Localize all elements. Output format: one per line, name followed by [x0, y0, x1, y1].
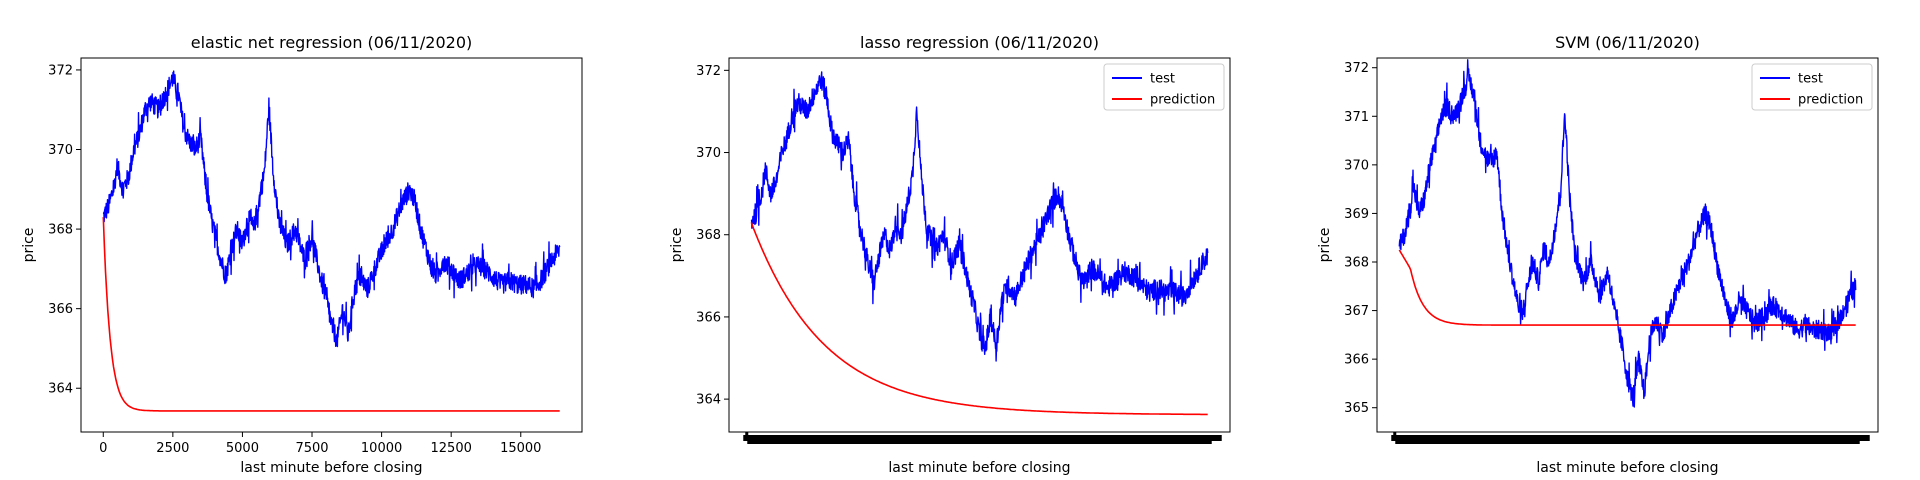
legend: test prediction: [1103, 63, 1225, 111]
x-tick-label-band: [743, 435, 1222, 441]
series-line-prediction: [750, 222, 1208, 416]
y-tick-label: 368: [696, 228, 721, 243]
y-tick-label: 365: [1344, 401, 1369, 416]
y-tick-label: 366: [696, 310, 721, 325]
series-line-test: [1398, 59, 1857, 408]
y-axis-label: price: [669, 228, 685, 263]
y-axis-label: price: [21, 228, 37, 263]
y-tick-label: 372: [1344, 61, 1369, 76]
x-axis-label: last minute before closing: [240, 460, 422, 476]
y-tick-label: 372: [696, 64, 721, 79]
series-line-test: [102, 70, 561, 348]
series-line-prediction: [1398, 249, 1856, 326]
x-tick-marks: [745, 432, 749, 436]
x-tick-label-band: [1395, 441, 1860, 444]
x-tick-label: 5000: [226, 441, 259, 456]
x-axis-label: last minute before closing: [888, 460, 1070, 476]
axes-frame: [728, 57, 1231, 433]
y-tick-label: 364: [48, 382, 73, 397]
x-tick-label: 10000: [361, 441, 402, 456]
x-tick-label: 15000: [500, 441, 541, 456]
legend-label-prediction: prediction: [1150, 93, 1215, 108]
x-tick-label: 0: [99, 441, 107, 456]
y-tick-label: 372: [48, 63, 73, 78]
y-tick-label: 371: [1344, 110, 1369, 125]
chart-panel-2: lasso regression (06/11/2020) last minute…: [669, 33, 1231, 476]
legend: test prediction: [1751, 63, 1873, 111]
legend-label-test: test: [1798, 72, 1823, 87]
series-line-test: [750, 71, 1209, 362]
plot-area: [729, 58, 1230, 432]
y-tick-label: 368: [48, 223, 73, 238]
axes-frame: [80, 57, 583, 433]
y-tick-label: 367: [1344, 304, 1369, 319]
chart-title: lasso regression (06/11/2020): [860, 33, 1099, 52]
plot-area: [1377, 58, 1878, 432]
x-tick-label: 7500: [295, 441, 328, 456]
axes-frame: [1376, 57, 1879, 433]
legend-label-prediction: prediction: [1798, 93, 1863, 108]
y-tick-label: 366: [48, 302, 73, 317]
plot-area: [81, 58, 582, 432]
x-tick-label: 2500: [156, 441, 189, 456]
x-tick-label: 12500: [431, 441, 472, 456]
y-axis-label: price: [1317, 228, 1333, 263]
y-tick-label: 366: [1344, 353, 1369, 368]
x-tick-label-band: [1391, 435, 1870, 441]
series-line-prediction: [102, 217, 560, 412]
y-tick-label: 368: [1344, 256, 1369, 271]
y-tick-label: 370: [48, 143, 73, 158]
chart-panel-1: elastic net regression (06/11/2020) last …: [21, 33, 583, 476]
chart-title: SVM (06/11/2020): [1555, 33, 1700, 52]
chart-title: elastic net regression (06/11/2020): [191, 33, 473, 52]
y-tick-label: 369: [1344, 207, 1369, 222]
y-tick-label: 370: [696, 146, 721, 161]
chart-panel-3: SVM (06/11/2020) last minute before closi…: [1317, 33, 1879, 476]
x-axis-label: last minute before closing: [1536, 460, 1718, 476]
x-tick-label-band: [747, 441, 1212, 444]
y-tick-label: 370: [1344, 158, 1369, 173]
y-tick-label: 364: [696, 393, 721, 408]
legend-label-test: test: [1150, 72, 1175, 87]
x-tick-marks: [1393, 432, 1397, 436]
